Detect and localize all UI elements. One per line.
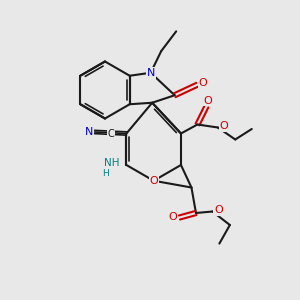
Text: O: O (214, 205, 223, 215)
Text: N: N (85, 127, 94, 137)
Text: O: O (204, 95, 212, 106)
Text: H: H (102, 169, 109, 178)
Text: O: O (220, 121, 228, 131)
Text: NH: NH (104, 158, 119, 168)
Text: O: O (199, 78, 208, 88)
Text: C: C (107, 129, 114, 139)
Text: N: N (146, 68, 155, 78)
Text: O: O (169, 212, 177, 223)
Text: O: O (149, 176, 158, 186)
